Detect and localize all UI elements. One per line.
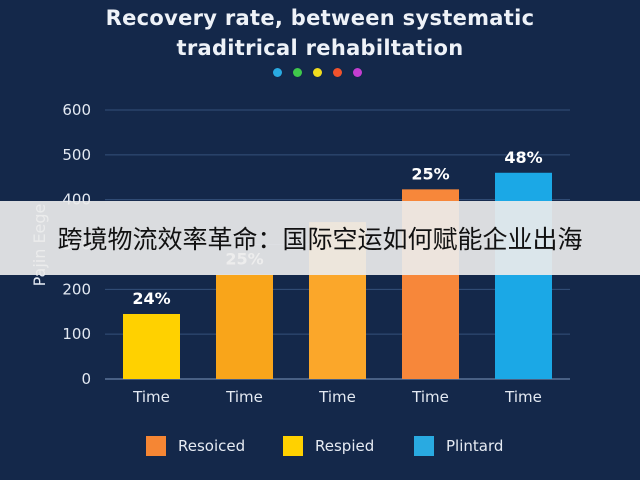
legend-swatch — [414, 436, 434, 456]
x-tick-label: Time — [411, 388, 449, 406]
y-tick-label: 500 — [62, 146, 91, 164]
chart-title-line-1: Recovery rate, between systematic — [105, 6, 535, 30]
bar — [216, 274, 273, 379]
y-tick-label: 200 — [62, 280, 91, 298]
chart-legend: Resoiced Respied Plintard — [0, 436, 640, 458]
legend-swatch — [283, 436, 303, 456]
bar-data-label: 25% — [411, 164, 449, 183]
overlay-banner-text: 跨境物流效率革命：国际空运如何赋能企业出海 — [57, 225, 583, 254]
decorative-dot — [353, 68, 362, 77]
legend-swatch — [146, 436, 166, 456]
legend-item-plintard: Plintard — [414, 436, 503, 456]
legend-item-resoiced: Resoiced — [146, 436, 245, 456]
x-tick-label: Time — [318, 388, 356, 406]
y-tick-label: 0 — [81, 370, 91, 388]
legend-label: Plintard — [446, 437, 504, 455]
legend-label: Respied — [315, 437, 375, 455]
overlay-banner: 跨境物流效率革命：国际空运如何赋能企业出海 — [0, 201, 640, 275]
x-tick-label: Time — [225, 388, 263, 406]
y-tick-label: 600 — [62, 101, 91, 119]
decorative-dot — [293, 68, 302, 77]
decorative-dot — [333, 68, 342, 77]
chart-title-line-2: traditrical rehabiltation — [176, 36, 464, 60]
y-tick-label: 100 — [62, 325, 91, 343]
legend-item-respied: Respied — [283, 436, 374, 456]
bar — [123, 313, 180, 379]
x-tick-label: Time — [504, 388, 542, 406]
bar-data-label: 48% — [504, 148, 542, 167]
decorative-dot — [273, 68, 282, 77]
x-tick-label: Time — [132, 388, 170, 406]
legend-label: Resoiced — [178, 437, 246, 455]
decorative-dot — [313, 68, 322, 77]
decorative-dots — [273, 68, 362, 77]
bar-data-label: 24% — [132, 289, 170, 308]
